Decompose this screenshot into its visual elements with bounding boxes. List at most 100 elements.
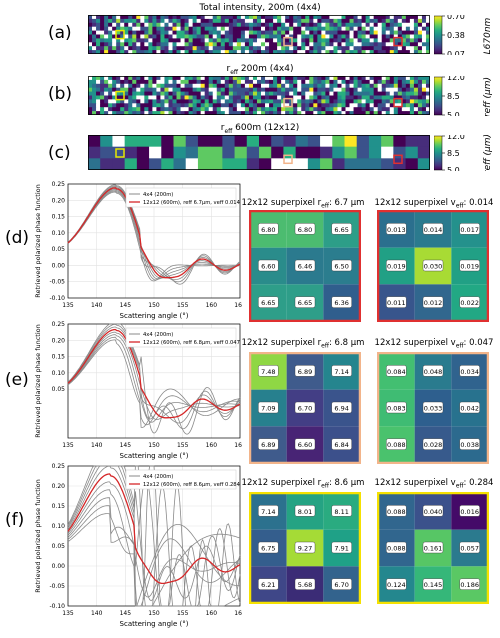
map-cell — [381, 76, 387, 81]
value-label-box — [386, 259, 407, 272]
value-label: 0.013 — [387, 226, 406, 234]
map-cell — [409, 91, 415, 96]
map-cell — [144, 107, 149, 112]
map-cell — [176, 30, 181, 35]
value-label-box — [331, 438, 352, 450]
map-cell — [365, 111, 371, 115]
map-cell — [283, 158, 297, 170]
map-cell — [132, 111, 137, 115]
map-cell — [277, 79, 282, 85]
map-cell — [236, 111, 242, 115]
map-cell — [188, 103, 194, 108]
map-cell — [256, 107, 262, 112]
map-cell — [248, 22, 254, 28]
map-cell — [220, 30, 226, 35]
map-cell — [345, 42, 350, 47]
map-cell — [132, 99, 137, 104]
map-cell — [261, 91, 266, 96]
x-tick-label: 160 — [206, 610, 218, 617]
map-cell — [373, 91, 379, 96]
map-cell — [357, 103, 362, 108]
map-cell — [337, 95, 342, 100]
map-cell — [180, 111, 185, 115]
map-cell — [293, 95, 298, 100]
map-cell — [224, 26, 230, 31]
y-tick-label: 0.20 — [52, 337, 66, 344]
map-cell — [160, 30, 165, 35]
map-cell — [252, 107, 258, 112]
map-cell — [297, 76, 302, 81]
map-cell — [393, 146, 406, 159]
heatmap-border — [377, 492, 489, 604]
map-cell — [148, 22, 153, 28]
map-cell — [409, 83, 415, 89]
map-cell — [200, 26, 206, 31]
map-cell — [88, 91, 93, 96]
map-cell — [100, 83, 105, 89]
map-cell — [212, 26, 218, 31]
map-cell — [132, 30, 137, 35]
map-cell — [305, 50, 310, 54]
heatmap-border — [377, 352, 489, 464]
map-cell — [405, 107, 411, 112]
map-cell — [337, 83, 342, 89]
map-cell — [385, 38, 391, 43]
map-cell — [180, 38, 185, 43]
map-cell — [208, 83, 214, 89]
map-cell — [329, 15, 334, 20]
map-cell — [385, 34, 391, 39]
map-cell — [88, 42, 93, 47]
map-cell — [128, 111, 133, 115]
map-cell — [148, 91, 153, 96]
map-cell — [341, 111, 346, 115]
map-cell — [337, 91, 342, 96]
map-cell — [285, 87, 290, 92]
map-cell — [200, 95, 206, 100]
x-tick-label: 135 — [62, 610, 74, 617]
map-cell — [136, 34, 141, 39]
series-4x4-line — [67, 465, 241, 602]
map-cell — [149, 158, 162, 170]
value-label-box — [331, 505, 352, 517]
map-cell — [124, 146, 138, 159]
map-cell — [325, 83, 330, 89]
map-cell — [192, 79, 198, 85]
map-cell — [305, 42, 310, 47]
map-cell — [265, 50, 270, 54]
map-cell — [277, 15, 282, 20]
map-cell — [309, 111, 314, 115]
map-cell — [269, 91, 274, 96]
value-label-box — [386, 365, 407, 377]
map-cell — [164, 76, 169, 81]
map-cell — [92, 26, 97, 31]
map-cell — [172, 111, 177, 115]
x-tick-label: 155 — [177, 442, 189, 449]
map-cell — [210, 158, 223, 170]
map-cell — [389, 87, 395, 92]
map-cell — [124, 18, 129, 24]
value-label-box — [422, 541, 444, 554]
map-cell — [293, 22, 298, 28]
map-cell — [156, 15, 161, 20]
map-cell — [373, 103, 379, 108]
map-cell — [116, 18, 121, 24]
map-cell — [353, 38, 358, 43]
map-cell — [389, 46, 395, 51]
map-cell — [349, 50, 354, 54]
map-cell — [152, 26, 157, 31]
map-cell — [277, 18, 282, 24]
map-cell — [401, 76, 407, 81]
map-cell — [417, 95, 423, 100]
map-cell — [208, 26, 214, 31]
map-cell — [224, 34, 230, 39]
value-label: 0.083 — [387, 405, 406, 413]
map-cell — [128, 18, 133, 24]
map-cell — [333, 103, 338, 108]
map-cell — [285, 50, 290, 54]
map-cell — [305, 76, 310, 81]
map-cell — [413, 103, 419, 108]
map-cell — [232, 42, 238, 47]
map-cell — [124, 30, 129, 35]
map-cell — [168, 50, 173, 54]
map-cell — [212, 91, 218, 96]
